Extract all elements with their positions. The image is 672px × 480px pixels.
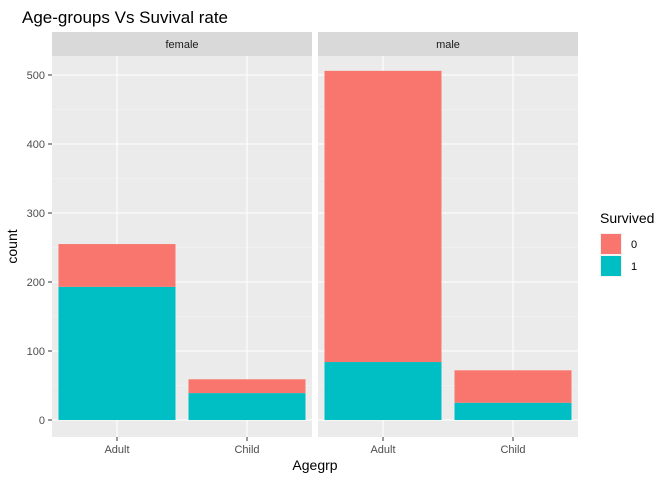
y-tick-label: 300 bbox=[27, 208, 45, 220]
facet-strip-label: female bbox=[165, 39, 198, 51]
y-axis-title: count bbox=[4, 229, 20, 263]
facet-strip bbox=[318, 32, 578, 56]
facet-strip-label: male bbox=[436, 39, 460, 51]
x-axis-title: Agegrp bbox=[292, 457, 337, 473]
legend-label: 0 bbox=[631, 239, 637, 251]
x-tick-label: Child bbox=[500, 444, 525, 456]
y-tick-label: 0 bbox=[39, 415, 45, 427]
facet-panel-female: female Adult Child bbox=[52, 32, 312, 456]
y-tick-label: 200 bbox=[27, 277, 45, 289]
bar-male-adult-survived-0 bbox=[324, 70, 442, 363]
legend-title: Survived bbox=[600, 210, 654, 226]
bar-female-child-survived-0 bbox=[188, 379, 306, 394]
y-tick-label: 400 bbox=[27, 139, 45, 151]
bar-female-adult-survived-0 bbox=[58, 244, 176, 287]
legend-label: 1 bbox=[631, 261, 637, 273]
chart-title: Age-groups Vs Suvival rate bbox=[22, 8, 228, 27]
bar-female-child-survived-1 bbox=[188, 393, 306, 420]
x-tick-label: Adult bbox=[104, 444, 129, 456]
facet-strip bbox=[52, 32, 312, 56]
y-tick-label: 100 bbox=[27, 346, 45, 358]
bar-female-adult-survived-1 bbox=[58, 286, 176, 420]
bar-male-adult-survived-1 bbox=[324, 362, 442, 420]
legend-key-swatch bbox=[601, 256, 621, 276]
x-tick-label: Adult bbox=[370, 444, 395, 456]
x-tick-label: Child bbox=[234, 444, 259, 456]
bar-male-child-survived-1 bbox=[454, 402, 572, 420]
legend-key-swatch bbox=[601, 234, 621, 254]
bar-male-child-survived-0 bbox=[454, 370, 572, 403]
legend: Survived 0 1 bbox=[600, 210, 654, 277]
y-tick-label: 500 bbox=[27, 70, 45, 82]
facet-panel-male: male Adult Child bbox=[318, 32, 578, 456]
